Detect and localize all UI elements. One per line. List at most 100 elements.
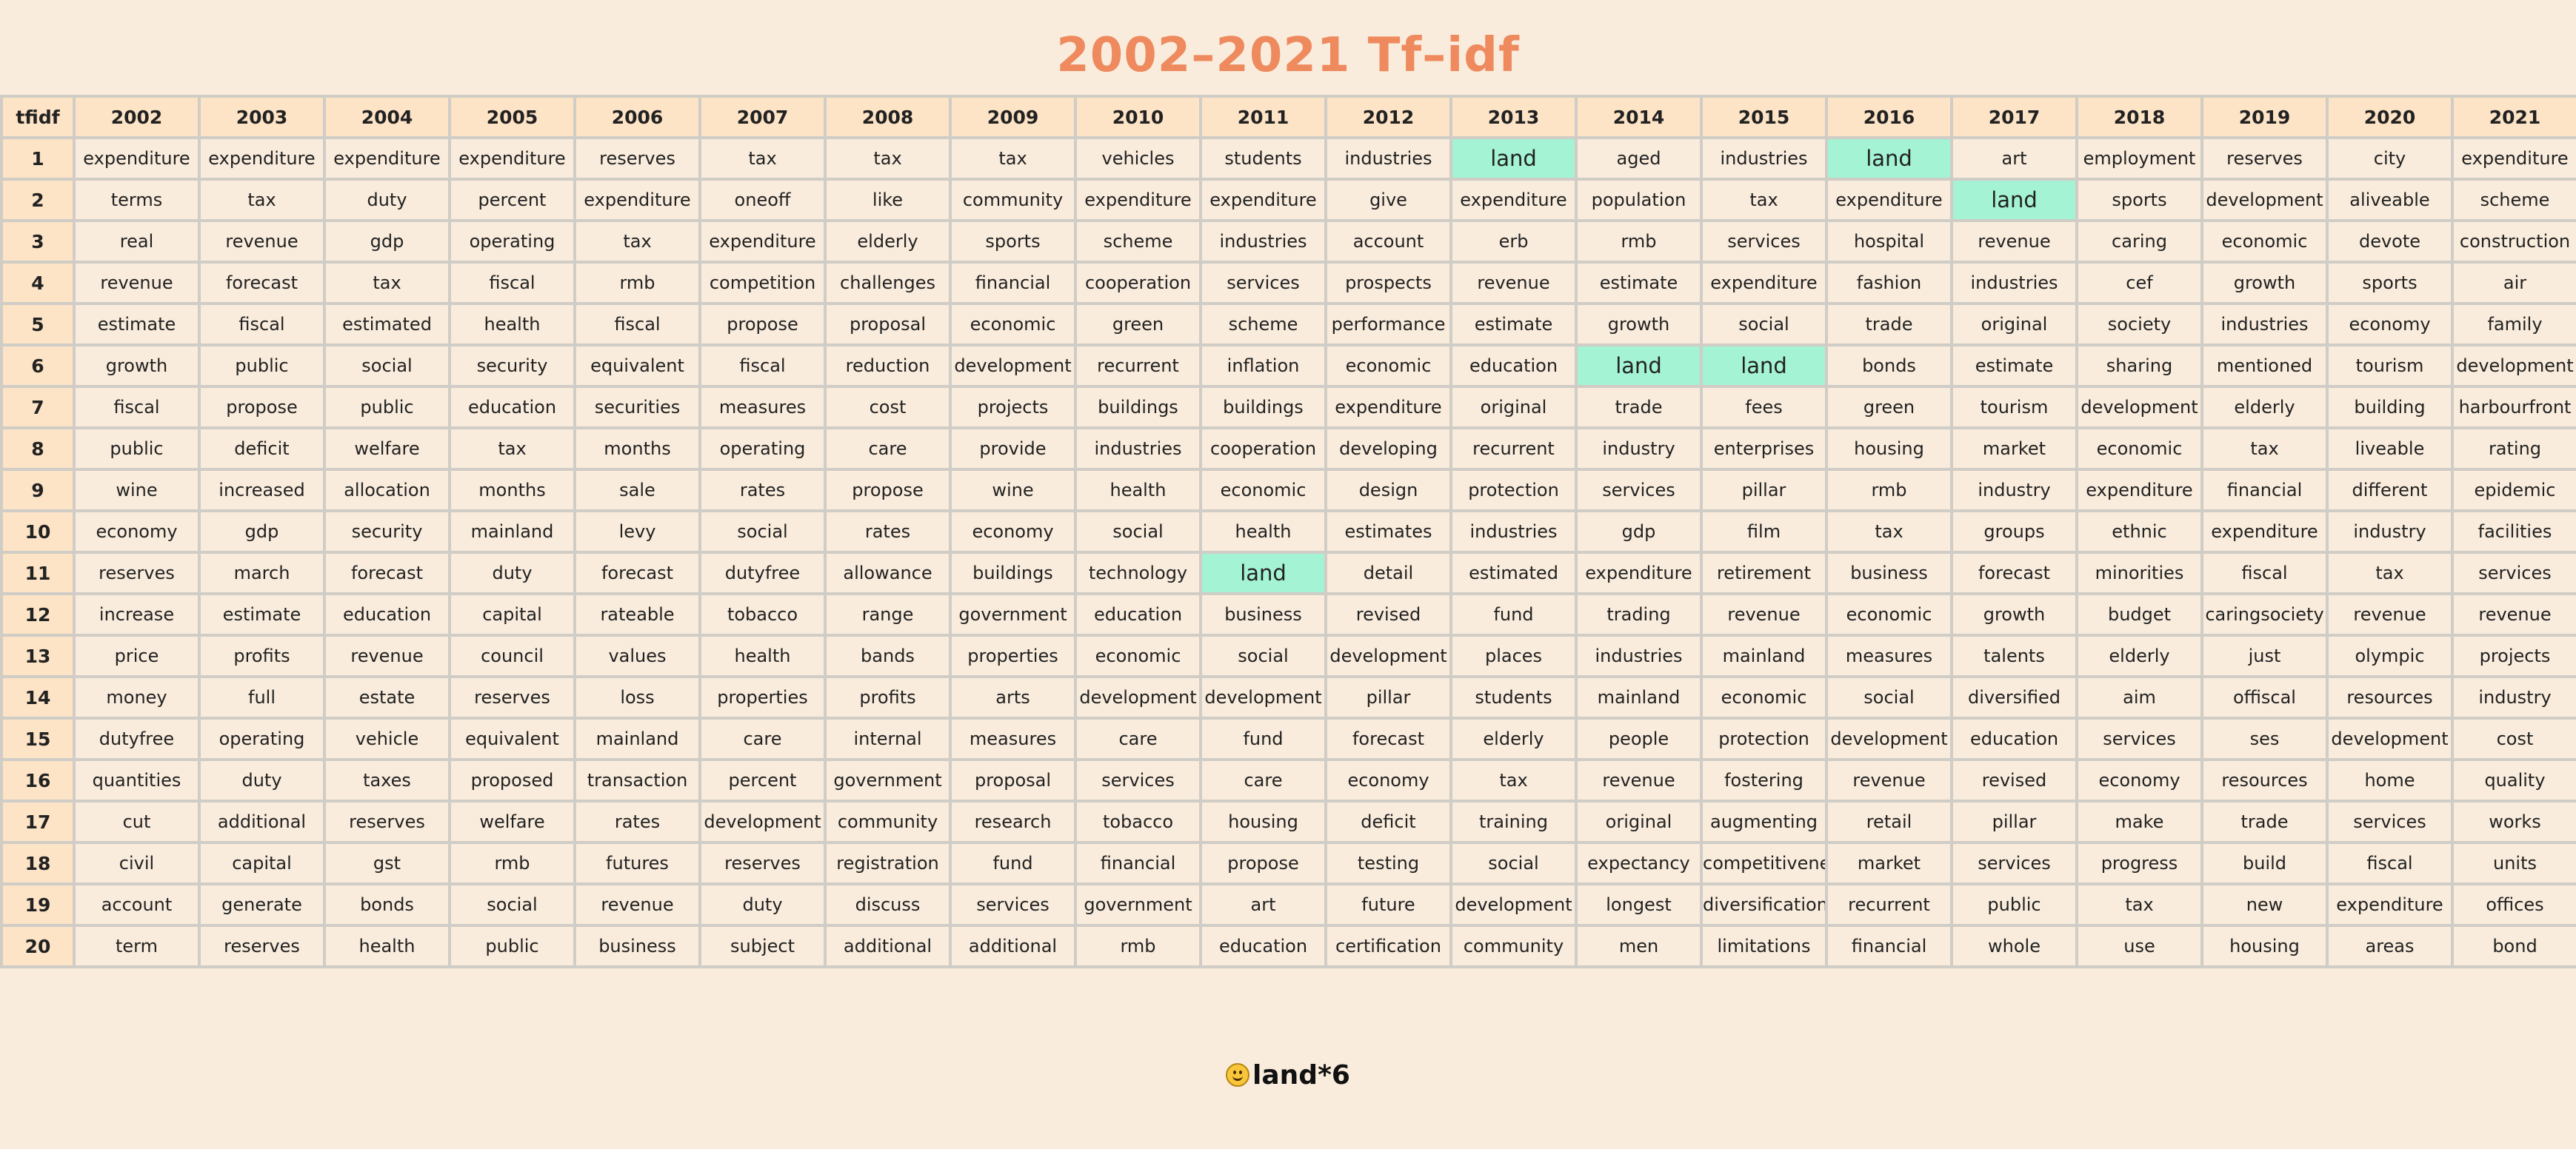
term-cell: council — [448, 634, 576, 678]
term-cell: services — [1199, 261, 1327, 305]
term-cell: development — [2451, 344, 2576, 388]
term-cell: economy — [1324, 758, 1452, 803]
term-cell: like — [824, 178, 952, 222]
term-cell: mainland — [1700, 634, 1828, 678]
term-cell: fostering — [1700, 758, 1828, 803]
table-row: 6 growth public social security equivalent fis… — [0, 344, 2576, 388]
term-cell: tobacco — [1074, 800, 1202, 844]
term-cell: care — [698, 717, 827, 761]
term-cell: services — [949, 882, 1077, 927]
term-cell: expenditure — [2326, 882, 2454, 927]
term-cell: development — [1449, 882, 1578, 927]
term-cell: erb — [1449, 219, 1578, 264]
term-cell: estimate — [73, 302, 201, 346]
term-cell: rates — [698, 468, 827, 512]
term-cell: economy — [949, 509, 1077, 554]
term-cell: account — [73, 882, 201, 927]
term-cell: market — [1825, 841, 1953, 885]
term-cell: recurrent — [1074, 344, 1202, 388]
term-cell: values — [573, 634, 701, 678]
term-cell: proposal — [949, 758, 1077, 803]
term-cell: market — [1950, 426, 2078, 471]
term-cell: revenue — [1950, 219, 2078, 264]
term-cell: places — [1449, 634, 1578, 678]
term-cell: services — [1950, 841, 2078, 885]
term-cell: expenditure — [1449, 178, 1578, 222]
term-cell: estimate — [198, 592, 326, 637]
tfidf-table: tfidf 2002 2003 2004 2005 2006 2007 2008 2009 20… — [0, 95, 2576, 968]
term-cell: financial — [1074, 841, 1202, 885]
term-cell: financial — [2200, 468, 2329, 512]
table-row: 9 wine increased allocation months sale rates p… — [0, 468, 2576, 512]
term-cell: tax — [1700, 178, 1828, 222]
term-cell: tax — [2200, 426, 2329, 471]
term-cell: people — [1575, 717, 1703, 761]
term-cell: care — [1074, 717, 1202, 761]
table-row: 19 account generate bonds social revenue duty d… — [0, 882, 2576, 927]
term-cell: futures — [573, 841, 701, 885]
table-row: 20 term reserves health public business subjec… — [0, 924, 2576, 968]
term-cell: mainland — [573, 717, 701, 761]
term-cell: development — [1324, 634, 1452, 678]
rank-cell: 8 — [0, 426, 76, 471]
term-cell: tax — [448, 426, 576, 471]
term-cell: family — [2451, 302, 2576, 346]
term-cell: rates — [824, 509, 952, 554]
term-cell: range — [824, 592, 952, 637]
term-cell: aim — [2075, 675, 2203, 720]
term-cell: different — [2326, 468, 2454, 512]
term-cell: mainland — [1575, 675, 1703, 720]
term-cell: trading — [1575, 592, 1703, 637]
term-cell: society — [2075, 302, 2203, 346]
term-cell: industries — [1950, 261, 2078, 305]
term-cell: revenue — [1700, 592, 1828, 637]
term-cell: development — [2075, 385, 2203, 429]
term-cell: buildings — [1199, 385, 1327, 429]
term-cell: augmenting — [1700, 800, 1828, 844]
term-cell: public — [323, 385, 451, 429]
term-cell: industries — [2200, 302, 2329, 346]
term-cell: research — [949, 800, 1077, 844]
term-cell: revenue — [1449, 261, 1578, 305]
term-cell: revenue — [573, 882, 701, 927]
term-cell: rating — [2451, 426, 2576, 471]
term-cell: business — [1199, 592, 1327, 637]
year-header: 2017 — [1950, 95, 2078, 139]
term-cell: estate — [323, 675, 451, 720]
term-cell: social — [1825, 675, 1953, 720]
table-row: 15 dutyfree operating vehicle equivalent main… — [0, 717, 2576, 761]
term-cell: education — [1950, 717, 2078, 761]
term-cell: economic — [1199, 468, 1327, 512]
term-cell: cut — [73, 800, 201, 844]
term-cell: art — [1199, 882, 1327, 927]
term-cell: care — [824, 426, 952, 471]
year-header: 2013 — [1449, 95, 1578, 139]
term-cell: fund — [1199, 717, 1327, 761]
term-cell: performance — [1324, 302, 1452, 346]
term-cell: film — [1700, 509, 1828, 554]
term-cell: expectancy — [1575, 841, 1703, 885]
term-cell: industry — [1950, 468, 2078, 512]
term-cell: gdp — [323, 219, 451, 264]
term-cell: equivalent — [573, 344, 701, 388]
term-cell: services — [2451, 551, 2576, 595]
rank-cell: 13 — [0, 634, 76, 678]
term-cell: civil — [73, 841, 201, 885]
term-cell: health — [1074, 468, 1202, 512]
term-cell: housing — [1199, 800, 1327, 844]
term-cell: education — [1074, 592, 1202, 637]
term-cell: health — [448, 302, 576, 346]
term-cell: proposal — [824, 302, 952, 346]
term-cell: propose — [1199, 841, 1327, 885]
term-cell: dutyfree — [698, 551, 827, 595]
rank-cell: 5 — [0, 302, 76, 346]
term-cell: months — [573, 426, 701, 471]
term-cell: social — [323, 344, 451, 388]
term-cell: fiscal — [198, 302, 326, 346]
term-cell: original — [1449, 385, 1578, 429]
term-cell: financial — [1825, 924, 1953, 968]
term-cell: revenue — [2451, 592, 2576, 637]
term-cell: economy — [73, 509, 201, 554]
term-cell: wine — [73, 468, 201, 512]
term-cell: fiscal — [2326, 841, 2454, 885]
